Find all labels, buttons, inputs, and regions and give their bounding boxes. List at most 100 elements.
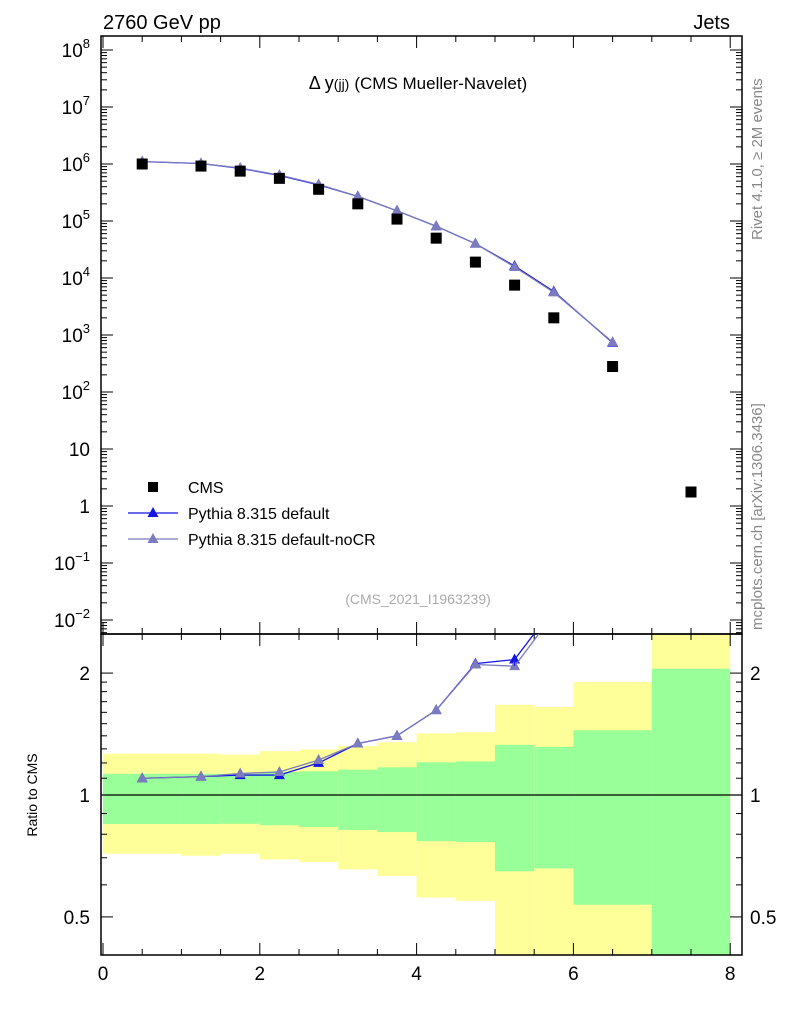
y-tick-label: 108 bbox=[62, 36, 90, 62]
ratio-band-green bbox=[299, 771, 339, 827]
side-text-mcplots: mcplots.cern.ch [arXiv:1306.3436] bbox=[749, 403, 766, 630]
ratio-y-tick-label-right: 2 bbox=[750, 664, 761, 685]
pythia-nocr-marker bbox=[509, 260, 521, 271]
legend-cms-marker bbox=[148, 482, 158, 492]
ratio-nocr-marker bbox=[430, 704, 442, 715]
ratio-nocr-marker bbox=[391, 729, 403, 740]
pythia-nocr-marker bbox=[548, 286, 560, 297]
title-delta-y: Δ y bbox=[309, 73, 334, 93]
cms-data-point bbox=[136, 158, 148, 170]
x-tick-label: 2 bbox=[255, 964, 266, 985]
y-tick-label: 10−1 bbox=[54, 549, 90, 575]
pythia-nocr-marker bbox=[352, 190, 364, 201]
y-tick-label: 1 bbox=[79, 497, 90, 518]
y-tick-label: 103 bbox=[62, 321, 90, 347]
ratio-band-green bbox=[181, 773, 221, 824]
y-tick-base: 10 bbox=[54, 611, 75, 632]
y-tick-base: 10 bbox=[62, 212, 83, 233]
title-rest: (CMS Mueller-Navelet) bbox=[354, 74, 527, 93]
y-tick-base: 10 bbox=[62, 269, 83, 290]
y-tick-base: 10 bbox=[62, 155, 83, 176]
y-tick-label: 102 bbox=[62, 378, 90, 404]
plot-title: Δ y(jj) (CMS Mueller-Navelet) bbox=[309, 73, 527, 93]
ratio-y-tick-label-right: 0.5 bbox=[750, 908, 776, 929]
y-tick-exponent: 4 bbox=[83, 264, 90, 279]
y-tick-label: 10−2 bbox=[54, 606, 90, 632]
y-tick-exponent: −1 bbox=[75, 549, 90, 564]
y-tick-exponent: 2 bbox=[83, 378, 90, 393]
ratio-band-green bbox=[573, 730, 652, 905]
ratio-nocr-marker bbox=[195, 770, 207, 781]
pythia-nocr-marker bbox=[391, 204, 403, 215]
ratio-nocr-marker bbox=[313, 754, 325, 765]
pythia-nocr-line bbox=[142, 160, 614, 343]
ratio-nocr-marker bbox=[136, 772, 148, 783]
legend-cms-label: CMS bbox=[188, 480, 224, 497]
ratio-band-green bbox=[495, 744, 535, 872]
y-tick-exponent: −2 bbox=[75, 606, 90, 621]
ratio-y-tick-label-right: 1 bbox=[750, 786, 761, 807]
ratio-nocr-line bbox=[142, 634, 540, 779]
ratio-band-green bbox=[220, 773, 260, 824]
y-tick-base: 10 bbox=[62, 41, 83, 62]
header-left: 2760 GeV pp bbox=[103, 12, 221, 34]
x-tick-label: 8 bbox=[725, 964, 736, 985]
y-tick-base: 10 bbox=[54, 554, 75, 575]
legend-default-label: Pythia 8.315 default bbox=[188, 506, 330, 523]
cms-data-point bbox=[607, 361, 619, 373]
x-tick-label: 4 bbox=[411, 964, 422, 985]
ratio-y-tick-label-left: 0.5 bbox=[64, 908, 90, 929]
x-tick-label: 6 bbox=[568, 964, 579, 985]
legend-nocr-label: Pythia 8.315 default-noCR bbox=[188, 532, 376, 549]
cms-data-point bbox=[469, 256, 481, 268]
y-tick-label: 105 bbox=[62, 207, 90, 233]
cms-data-point bbox=[313, 183, 325, 195]
cms-data-point bbox=[352, 198, 364, 210]
x-tick-label: 0 bbox=[98, 964, 109, 985]
ratio-band-green bbox=[416, 762, 456, 842]
ratio-nocr-marker bbox=[469, 658, 481, 669]
ratio-nocr-marker bbox=[352, 737, 364, 748]
cms-data-point bbox=[548, 312, 560, 324]
ratio-series bbox=[136, 634, 540, 783]
title-subscript: (jj) bbox=[334, 76, 350, 92]
analysis-id: (CMS_2021_I1963239) bbox=[345, 591, 491, 607]
ratio-band-green bbox=[338, 769, 378, 830]
y-tick-exponent: 8 bbox=[83, 36, 90, 51]
pythia-nocr-marker bbox=[607, 336, 619, 347]
y-tick-exponent: 5 bbox=[83, 207, 90, 222]
cms-data-point bbox=[509, 279, 521, 291]
pythia-nocr-marker bbox=[469, 237, 481, 248]
cms-data-point bbox=[195, 160, 207, 172]
y-tick-label: 106 bbox=[62, 150, 90, 176]
ratio-band-green bbox=[455, 761, 495, 843]
y-tick-base: 10 bbox=[62, 98, 83, 119]
header-right: Jets bbox=[693, 12, 730, 34]
cms-data-point bbox=[391, 213, 403, 225]
ratio-band-green bbox=[259, 772, 299, 826]
ratio-band-green bbox=[377, 767, 417, 833]
cms-data-point bbox=[234, 165, 246, 177]
cms-data-point bbox=[430, 232, 442, 244]
pythia-nocr-marker bbox=[430, 220, 442, 231]
y-tick-label: 10 bbox=[69, 440, 90, 461]
y-tick-exponent: 3 bbox=[83, 321, 90, 336]
ratio-nocr-marker bbox=[234, 767, 246, 778]
ratio-nocr-marker bbox=[273, 765, 285, 776]
y-tick-base: 10 bbox=[62, 326, 83, 347]
y-tick-exponent: 6 bbox=[83, 150, 90, 165]
cms-data-point bbox=[685, 486, 697, 498]
pythia-default-line bbox=[142, 160, 614, 344]
legend: CMS Pythia 8.315 default Pythia 8.315 de… bbox=[128, 480, 376, 549]
legend-nocr-marker bbox=[147, 533, 159, 543]
y-tick-base: 10 bbox=[62, 383, 83, 404]
y-tick-label: 104 bbox=[62, 264, 90, 290]
ratio-band-green bbox=[651, 668, 731, 955]
legend-default-marker bbox=[147, 507, 159, 517]
ratio-y-tick-label-left: 1 bbox=[79, 786, 90, 807]
side-text-rivet: Rivet 4.1.0, ≥ 2M events bbox=[749, 78, 766, 240]
ratio-ylabel: Ratio to CMS bbox=[24, 753, 40, 836]
cms-data-point bbox=[273, 172, 285, 184]
y-tick-label: 107 bbox=[62, 93, 90, 119]
